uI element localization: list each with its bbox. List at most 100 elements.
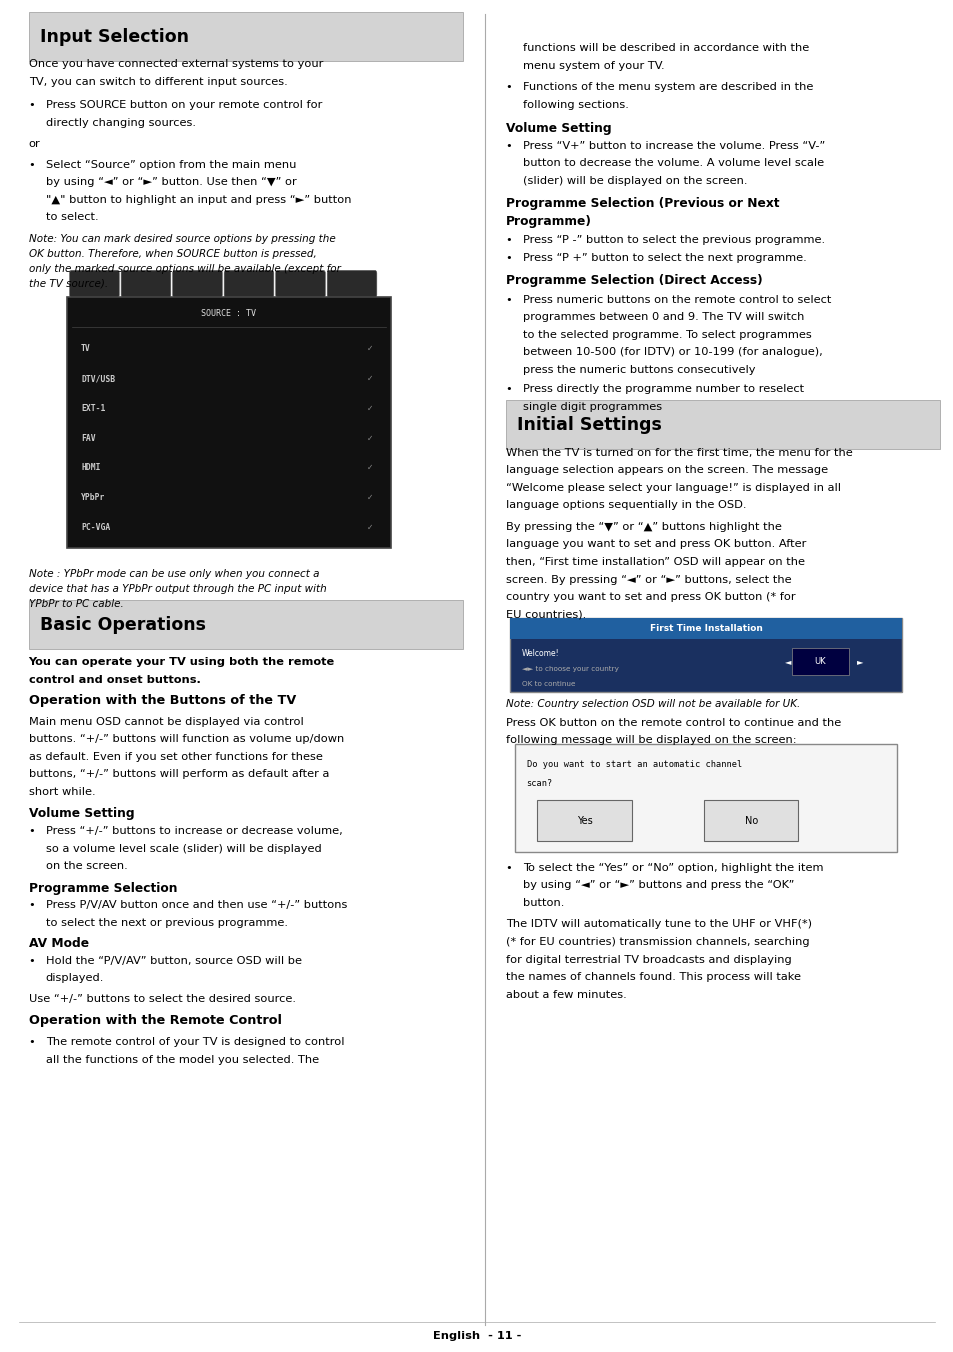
Text: Select “Source” option from the main menu: Select “Source” option from the main men… — [46, 160, 295, 169]
Text: •: • — [505, 141, 512, 150]
Text: The IDTV will automatically tune to the UHF or VHF(*): The IDTV will automatically tune to the … — [505, 919, 811, 929]
Text: ✓: ✓ — [367, 434, 374, 442]
Text: screen. By pressing “◄” or “►” buttons, select the: screen. By pressing “◄” or “►” buttons, … — [505, 575, 790, 584]
Text: to select the next or previous programme.: to select the next or previous programme… — [46, 918, 288, 927]
Text: Note: You can mark desired source options by pressing the: Note: You can mark desired source option… — [29, 234, 335, 243]
FancyBboxPatch shape — [510, 618, 901, 639]
Text: Note: Country selection OSD will not be available for UK.: Note: Country selection OSD will not be … — [505, 699, 799, 708]
Text: button.: button. — [522, 898, 563, 907]
Text: Operation with the Remote Control: Operation with the Remote Control — [29, 1014, 281, 1028]
Text: •: • — [29, 100, 35, 110]
Text: Once you have connected external systems to your: Once you have connected external systems… — [29, 59, 323, 69]
Text: (slider) will be displayed on the screen.: (slider) will be displayed on the screen… — [522, 176, 746, 185]
Text: on the screen.: on the screen. — [46, 861, 128, 871]
Text: country you want to set and press OK button (* for: country you want to set and press OK but… — [505, 592, 795, 602]
Text: Press P/V/AV button once and then use “+/-” buttons: Press P/V/AV button once and then use “+… — [46, 900, 347, 910]
Text: •: • — [505, 253, 512, 262]
FancyBboxPatch shape — [537, 800, 631, 841]
Text: (* for EU countries) transmission channels, searching: (* for EU countries) transmission channe… — [505, 937, 808, 946]
Text: AV Mode: AV Mode — [29, 937, 89, 950]
Text: ◄: ◄ — [784, 657, 791, 665]
Text: Press “P -” button to select the previous programme.: Press “P -” button to select the previou… — [522, 235, 824, 245]
FancyBboxPatch shape — [327, 270, 376, 297]
Text: ✓: ✓ — [367, 523, 374, 531]
Text: to select.: to select. — [46, 212, 98, 222]
Text: Press “P +” button to select the next programme.: Press “P +” button to select the next pr… — [522, 253, 805, 262]
Text: Programme Selection (Previous or Next: Programme Selection (Previous or Next — [505, 197, 779, 211]
Text: To select the “Yes” or “No” option, highlight the item: To select the “Yes” or “No” option, high… — [522, 863, 822, 872]
Text: YPbPr to PC cable.: YPbPr to PC cable. — [29, 599, 123, 608]
Text: •: • — [505, 384, 512, 393]
Text: The remote control of your TV is designed to control: The remote control of your TV is designe… — [46, 1037, 344, 1046]
Text: English  - 11 -: English - 11 - — [433, 1332, 520, 1341]
Text: PC-VGA: PC-VGA — [81, 523, 111, 531]
FancyBboxPatch shape — [505, 400, 939, 449]
Text: press the numeric buttons consecutively: press the numeric buttons consecutively — [522, 365, 755, 375]
Text: Welcome!: Welcome! — [521, 649, 558, 657]
Text: Programme): Programme) — [505, 215, 591, 228]
Text: about a few minutes.: about a few minutes. — [505, 990, 626, 999]
Text: Volume Setting: Volume Setting — [29, 807, 134, 821]
Text: buttons, “+/-” buttons will perform as default after a: buttons, “+/-” buttons will perform as d… — [29, 769, 329, 779]
FancyBboxPatch shape — [172, 270, 222, 297]
Text: •: • — [29, 826, 35, 836]
Text: Press “+/-” buttons to increase or decrease volume,: Press “+/-” buttons to increase or decre… — [46, 826, 342, 836]
Text: TV, you can switch to different input sources.: TV, you can switch to different input so… — [29, 77, 287, 87]
Text: YPbPr: YPbPr — [81, 493, 106, 502]
Text: buttons. “+/-” buttons will function as volume up/down: buttons. “+/-” buttons will function as … — [29, 734, 343, 744]
Text: •: • — [29, 160, 35, 169]
Text: Main menu OSD cannot be displayed via control: Main menu OSD cannot be displayed via co… — [29, 717, 303, 726]
Text: by using “◄” or “►” button. Use then “▼” or: by using “◄” or “►” button. Use then “▼”… — [46, 177, 296, 187]
FancyBboxPatch shape — [510, 618, 901, 692]
Text: all the functions of the model you selected. The: all the functions of the model you selec… — [46, 1055, 318, 1064]
FancyBboxPatch shape — [703, 800, 798, 841]
Text: language you want to set and press OK button. After: language you want to set and press OK bu… — [505, 539, 805, 549]
Text: Use “+/-” buttons to select the desired source.: Use “+/-” buttons to select the desired … — [29, 994, 295, 1003]
Text: displayed.: displayed. — [46, 973, 104, 983]
Text: Press numeric buttons on the remote control to select: Press numeric buttons on the remote cont… — [522, 295, 830, 304]
Text: FAV: FAV — [81, 434, 95, 442]
Text: Initial Settings: Initial Settings — [517, 415, 661, 434]
FancyBboxPatch shape — [121, 270, 171, 297]
Text: ✓: ✓ — [367, 345, 374, 353]
Text: EXT-1: EXT-1 — [81, 404, 106, 412]
Text: •: • — [505, 863, 512, 872]
Text: Volume Setting: Volume Setting — [505, 122, 611, 135]
FancyBboxPatch shape — [515, 744, 896, 852]
Text: Press directly the programme number to reselect: Press directly the programme number to r… — [522, 384, 803, 393]
Text: only the marked source options will be available (except for: only the marked source options will be a… — [29, 264, 340, 273]
Text: When the TV is turned on for the first time, the menu for the: When the TV is turned on for the first t… — [505, 448, 851, 457]
FancyBboxPatch shape — [275, 270, 325, 297]
Text: by using “◄” or “►” buttons and press the “OK”: by using “◄” or “►” buttons and press th… — [522, 880, 793, 890]
Text: DTV/USB: DTV/USB — [81, 375, 115, 383]
Text: following message will be displayed on the screen:: following message will be displayed on t… — [505, 735, 796, 745]
FancyBboxPatch shape — [29, 12, 462, 61]
Text: Press OK button on the remote control to continue and the: Press OK button on the remote control to… — [505, 718, 840, 727]
Text: SOURCE : TV: SOURCE : TV — [201, 310, 256, 318]
Text: the names of channels found. This process will take: the names of channels found. This proces… — [505, 972, 800, 982]
Text: You can operate your TV using both the remote: You can operate your TV using both the r… — [29, 657, 335, 667]
Text: First Time Installation: First Time Installation — [649, 625, 761, 633]
Text: Yes: Yes — [577, 815, 592, 826]
Text: so a volume level scale (slider) will be displayed: so a volume level scale (slider) will be… — [46, 844, 321, 853]
Text: then, “First time installation” OSD will appear on the: then, “First time installation” OSD will… — [505, 557, 803, 566]
FancyBboxPatch shape — [224, 270, 274, 297]
Text: between 10-500 (for IDTV) or 10-199 (for analogue),: between 10-500 (for IDTV) or 10-199 (for… — [522, 347, 821, 357]
Text: Operation with the Buttons of the TV: Operation with the Buttons of the TV — [29, 694, 295, 707]
Text: UK: UK — [814, 657, 825, 665]
Text: ✓: ✓ — [367, 404, 374, 412]
Text: to the selected programme. To select programmes: to the selected programme. To select pro… — [522, 330, 811, 339]
Text: No: No — [744, 815, 758, 826]
Text: Note : YPbPr mode can be use only when you connect a: Note : YPbPr mode can be use only when y… — [29, 569, 319, 579]
Text: Input Selection: Input Selection — [40, 27, 189, 46]
Text: Press “V+” button to increase the volume. Press “V-”: Press “V+” button to increase the volume… — [522, 141, 824, 150]
Text: the TV source).: the TV source). — [29, 279, 108, 288]
Text: Press SOURCE button on your remote control for: Press SOURCE button on your remote contr… — [46, 100, 322, 110]
FancyBboxPatch shape — [67, 297, 391, 548]
Text: ✓: ✓ — [367, 375, 374, 383]
Text: Do you want to start an automatic channel: Do you want to start an automatic channe… — [526, 760, 741, 769]
Text: By pressing the “▼” or “▲” buttons highlight the: By pressing the “▼” or “▲” buttons highl… — [505, 522, 781, 531]
Text: HDMI: HDMI — [81, 464, 100, 472]
FancyBboxPatch shape — [791, 648, 848, 675]
Text: TV: TV — [81, 345, 91, 353]
